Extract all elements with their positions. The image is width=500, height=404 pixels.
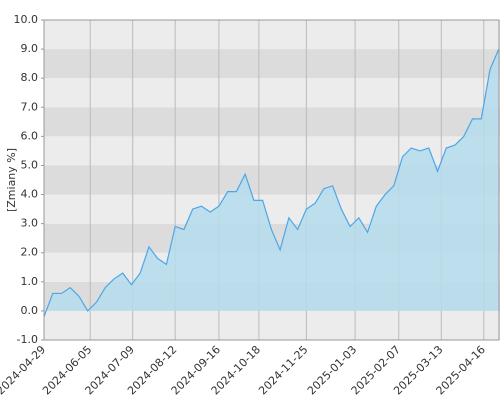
- y-tick-label: 0.0: [21, 304, 39, 317]
- grid-band: [44, 310, 500, 340]
- y-tick-label: 10.0: [14, 13, 39, 26]
- area: [44, 49, 499, 317]
- grid-band: [44, 20, 500, 50]
- y-tick-label: 6.0: [21, 129, 39, 142]
- grid-band: [44, 78, 500, 108]
- y-tick-label: 1.0: [21, 275, 39, 288]
- y-tick-label: 3.0: [21, 217, 39, 230]
- y-tick-label: 5.0: [21, 158, 39, 171]
- y-tick-label: 2.0: [21, 246, 39, 259]
- y-tick-label: -1.0: [17, 333, 38, 346]
- y-tick-label: 7.0: [21, 100, 39, 113]
- y-axis-title: [Zmiany %]: [5, 148, 18, 212]
- x-tick-label: 2024-11-25: [256, 343, 310, 397]
- y-tick-label: 8.0: [21, 71, 39, 84]
- line: [43, 48, 500, 317]
- grid-band: [44, 107, 500, 137]
- y-tick-label: 4.0: [21, 188, 39, 201]
- plot-border: [43, 19, 500, 341]
- y-tick-label: 9.0: [21, 42, 39, 55]
- grid-band: [44, 49, 500, 79]
